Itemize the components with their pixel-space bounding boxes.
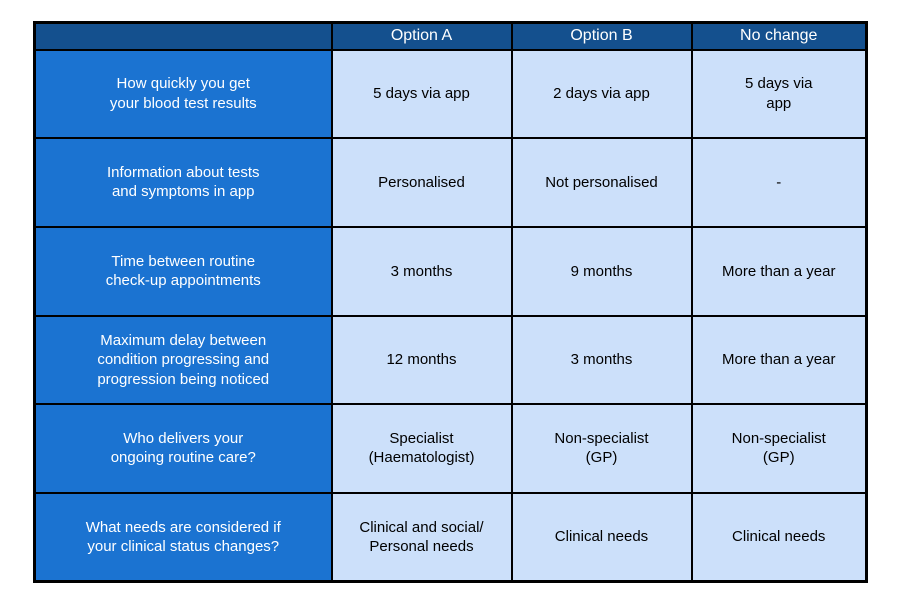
cell-r1-no-change: 5 days via app <box>690 48 868 139</box>
cell-r4-option-a: 12 months <box>330 314 513 405</box>
column-header-no-change: No change <box>690 21 868 51</box>
table-row: Time between routine check-up appointmen… <box>33 225 868 317</box>
cell-r2-option-a: Personalised <box>330 136 513 228</box>
table-row: Information about tests and symptoms in … <box>33 136 868 228</box>
cell-r3-option-b: 9 months <box>510 225 693 317</box>
cell-r1-option-a: 5 days via app <box>330 48 513 139</box>
cell-r2-no-change: - <box>690 136 868 228</box>
row-label-checkup-time: Time between routine check-up appointmen… <box>33 225 333 317</box>
comparison-table: Option A Option B No change How quickly … <box>33 21 868 584</box>
cell-r6-option-a: Clinical and social/ Personal needs <box>330 491 513 583</box>
row-label-app-information: Information about tests and symptoms in … <box>33 136 333 228</box>
column-header-option-a: Option A <box>330 21 513 51</box>
table-row: How quickly you get your blood test resu… <box>33 48 868 139</box>
cell-r5-no-change: Non-specialist (GP) <box>690 402 868 494</box>
table-row: What needs are considered if your clinic… <box>33 491 868 583</box>
cell-r3-no-change: More than a year <box>690 225 868 317</box>
row-label-blood-test-results: How quickly you get your blood test resu… <box>33 48 333 139</box>
row-label-progression-delay: Maximum delay between condition progress… <box>33 314 333 405</box>
cell-r5-option-a: Specialist (Haematologist) <box>330 402 513 494</box>
table-row: Maximum delay between condition progress… <box>33 314 868 405</box>
table-row: Who delivers your ongoing routine care? … <box>33 402 868 494</box>
cell-r1-option-b: 2 days via app <box>510 48 693 139</box>
row-label-care-deliverer: Who delivers your ongoing routine care? <box>33 402 333 494</box>
table-header-row: Option A Option B No change <box>33 21 868 51</box>
cell-r4-option-b: 3 months <box>510 314 693 405</box>
cell-r4-no-change: More than a year <box>690 314 868 405</box>
row-label-needs-considered: What needs are considered if your clinic… <box>33 491 333 583</box>
column-header-option-b: Option B <box>510 21 693 51</box>
cell-r2-option-b: Not personalised <box>510 136 693 228</box>
cell-r3-option-a: 3 months <box>330 225 513 317</box>
cell-r5-option-b: Non-specialist (GP) <box>510 402 693 494</box>
cell-r6-option-b: Clinical needs <box>510 491 693 583</box>
column-header-blank <box>33 21 333 51</box>
cell-r6-no-change: Clinical needs <box>690 491 868 583</box>
